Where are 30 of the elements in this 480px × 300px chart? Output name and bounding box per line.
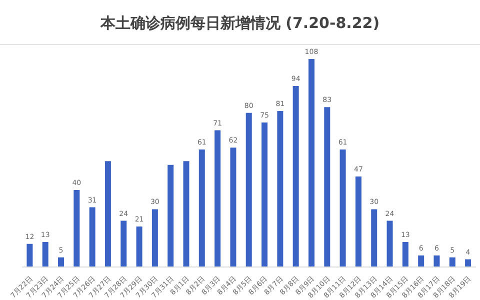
bar: [308, 59, 314, 267]
bar: [152, 209, 158, 267]
chart-title: 本土确诊病例每日新增情况 (7.20-8.22): [0, 0, 480, 45]
bar: [89, 207, 96, 267]
bar: [26, 244, 33, 267]
bar: [277, 111, 284, 267]
bar: [230, 148, 236, 267]
bar: [168, 164, 174, 267]
bar: [402, 242, 408, 267]
bar: [434, 255, 440, 267]
bar: [198, 150, 205, 267]
bar: [292, 86, 299, 267]
bar: [120, 220, 127, 267]
bar: [246, 112, 252, 267]
bar: [136, 226, 142, 267]
bar: [340, 150, 346, 267]
bar: [58, 257, 64, 267]
bar: [355, 176, 362, 267]
bar: [104, 161, 111, 267]
bar: [418, 255, 424, 267]
bar: [449, 257, 456, 267]
bar: [74, 190, 80, 267]
bar: [371, 209, 378, 267]
bar: [386, 220, 393, 267]
bar: [262, 122, 268, 267]
bar: [214, 130, 221, 267]
bar: [465, 259, 472, 267]
bar: [183, 161, 190, 267]
bar: [324, 107, 330, 267]
bar: [42, 242, 48, 267]
